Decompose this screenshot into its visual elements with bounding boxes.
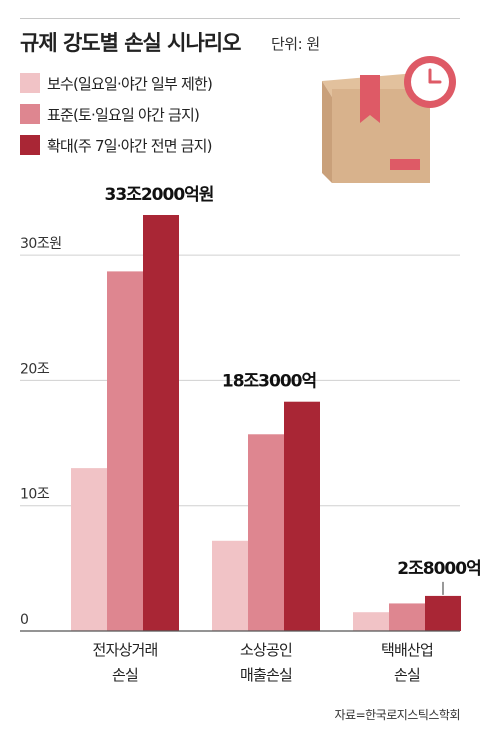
- legend-swatch-series-2: [20, 104, 40, 124]
- y-tick-label-0: 0: [20, 612, 28, 628]
- category-label-3-line-2: 손실: [394, 666, 420, 684]
- y-tick-label-3: 30조원: [20, 236, 62, 252]
- package-box-with-clock-icon: [322, 56, 456, 183]
- bar-2-series-3: [284, 401, 320, 631]
- legend-label-series-1: 보수(일요일·야간 일부 제한): [47, 74, 213, 93]
- data-label-2: 18조3000억: [222, 372, 316, 392]
- y-tick-label-1: 10조: [20, 487, 50, 503]
- category-label-1-line-1: 전자상거래: [92, 641, 157, 659]
- legend-label-series-3: 확대(주 7일·야간 전면 금지): [47, 136, 213, 155]
- box-tape-icon-part: [360, 75, 380, 123]
- data-label-3: 2조8000억: [397, 559, 480, 579]
- bar-1-series-3: [143, 215, 179, 631]
- bar-2-series-2: [248, 434, 284, 631]
- legend-item-series-3: 확대(주 7일·야간 전면 금지): [20, 134, 213, 156]
- bar-3-series-1: [353, 612, 389, 631]
- unit-label: 단위: 원: [271, 35, 320, 53]
- category-label-2-line-2: 매출손실: [240, 666, 292, 684]
- y-tick-label-2: 20조: [20, 361, 50, 377]
- box-tape-notch-icon-part: [360, 115, 380, 123]
- data-label-1: 33조2000억원: [105, 185, 214, 205]
- box-side-icon-part: [322, 81, 332, 183]
- legend-label-series-2: 표준(토·일요일 야간 금지): [47, 105, 200, 124]
- legend-swatch-series-1: [20, 73, 40, 93]
- chart-title: 규제 강도별 손실 시나리오: [20, 31, 241, 55]
- bar-2-series-1: [212, 540, 248, 631]
- legend-swatch-series-3: [20, 135, 40, 155]
- category-label-2-line-1: 소상공인: [240, 641, 292, 659]
- bar-3-series-2: [389, 603, 425, 631]
- box-label-icon-part: [390, 159, 420, 170]
- legend-item-series-2: 표준(토·일요일 야간 금지): [20, 103, 200, 125]
- bar-3-series-3: [425, 595, 461, 631]
- top-rule: [20, 18, 460, 19]
- category-label-3-line-1: 택배산업: [381, 641, 433, 659]
- legend-item-series-1: 보수(일요일·야간 일부 제한): [20, 72, 213, 94]
- bar-1-series-2: [107, 271, 143, 631]
- bar-1-series-1: [71, 468, 107, 631]
- source-note: 자료=한국로지스틱스학회: [334, 708, 461, 722]
- category-label-1-line-2: 손실: [112, 666, 138, 684]
